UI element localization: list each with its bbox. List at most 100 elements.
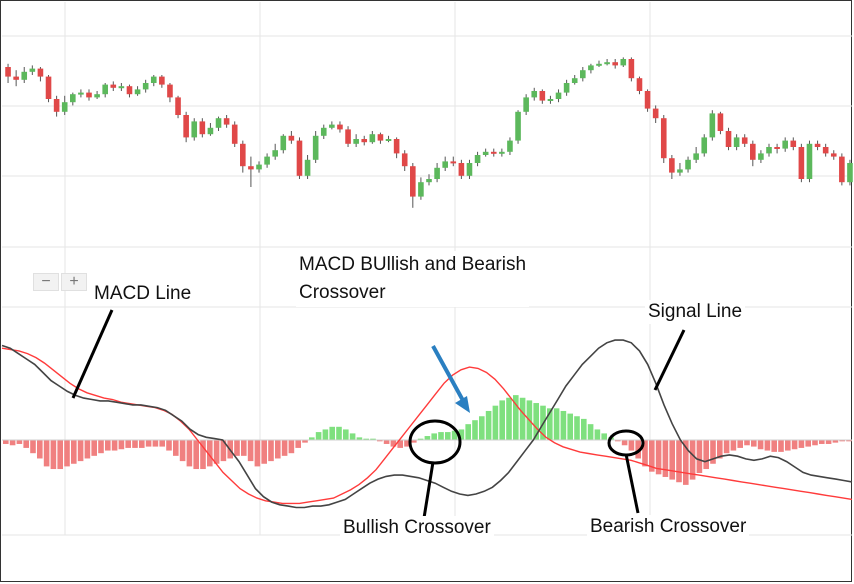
candle-body	[555, 92, 562, 99]
histogram-bar	[839, 440, 845, 442]
candle-body	[709, 113, 716, 138]
histogram-bar	[642, 440, 648, 467]
histogram-bar	[723, 440, 730, 454]
histogram-bar	[846, 440, 852, 442]
histogram-bar	[431, 433, 437, 440]
candle-body	[53, 99, 60, 112]
histogram-bar	[3, 440, 9, 444]
histogram-bar	[472, 420, 478, 440]
histogram-bar	[132, 440, 138, 448]
candle-body	[377, 134, 384, 141]
histogram-bar	[737, 440, 743, 448]
candle-body	[717, 113, 724, 131]
histogram-bar	[302, 440, 308, 443]
histogram-bar	[601, 433, 607, 440]
histogram-bar	[417, 438, 424, 440]
histogram-bar	[336, 426, 342, 440]
histogram-bar	[98, 440, 104, 454]
histogram-bar	[683, 440, 689, 485]
candle-body	[126, 86, 133, 95]
candle-body	[183, 115, 189, 138]
histogram-bar	[791, 440, 798, 450]
histogram-bar	[669, 440, 675, 480]
candle-body	[240, 143, 246, 167]
histogram-bar	[23, 440, 29, 448]
candle-body	[223, 118, 230, 125]
candle-body	[337, 124, 343, 130]
candle-body	[733, 137, 740, 147]
histogram-bar	[730, 440, 737, 451]
candle-body	[847, 163, 853, 183]
candle-body	[669, 158, 675, 173]
histogram-bar	[370, 438, 376, 440]
histogram-bar	[662, 440, 669, 477]
histogram-bar	[322, 429, 329, 440]
histogram-bar	[275, 440, 281, 459]
histogram-bar	[710, 440, 716, 464]
histogram-bar	[9, 440, 16, 446]
candle-body	[320, 127, 327, 136]
candle-body	[167, 84, 173, 98]
histogram-bar	[16, 440, 23, 444]
candle-body	[507, 140, 513, 152]
zoom-controls: − +	[33, 273, 87, 291]
candle-body	[215, 118, 222, 128]
crossover-arrow	[431, 345, 468, 407]
candle-body	[766, 147, 772, 154]
candle-body	[159, 76, 165, 85]
candle-body	[385, 139, 392, 141]
histogram-bar	[145, 440, 152, 447]
candle-body	[5, 67, 11, 77]
candle-body	[256, 164, 262, 170]
candle-body	[361, 139, 368, 143]
candle-body	[312, 135, 319, 160]
histogram-bar	[159, 440, 165, 447]
histogram-bar	[343, 429, 349, 440]
candle-body	[814, 143, 821, 147]
histogram-bar	[744, 440, 750, 446]
histogram-bar	[411, 440, 417, 443]
histogram-bar	[166, 440, 172, 451]
candle-body	[458, 163, 465, 176]
candle-body	[410, 166, 416, 197]
histogram-bar	[424, 436, 431, 440]
histogram-bar	[771, 440, 777, 452]
histogram-bar	[383, 440, 390, 444]
histogram-bar	[179, 440, 186, 462]
candle-body	[563, 83, 570, 93]
histogram-bar	[451, 430, 458, 440]
candle-body	[231, 124, 238, 144]
histogram-bar	[513, 395, 519, 440]
histogram-bar	[241, 440, 247, 456]
candle-body	[636, 78, 643, 91]
histogram-bar	[111, 440, 118, 451]
candle-body	[450, 161, 457, 164]
candle-body	[442, 161, 448, 168]
candlestick-series	[5, 57, 853, 208]
histogram-bar	[751, 440, 757, 447]
candle-body	[102, 84, 108, 95]
candle-body	[401, 153, 408, 167]
candle-body	[774, 147, 780, 149]
candle-body	[191, 121, 198, 138]
histogram-bar	[91, 440, 97, 456]
signal-line-label: Signal Line	[645, 300, 746, 324]
histogram-bar	[309, 437, 315, 440]
candle-body	[499, 151, 505, 154]
candle-body	[523, 97, 529, 112]
histogram-bar	[485, 410, 492, 440]
histogram-bar	[533, 403, 539, 440]
candle-body	[280, 135, 287, 151]
histogram-bar	[84, 440, 91, 459]
histogram-bar	[152, 440, 159, 447]
annotation-shapes	[71, 309, 686, 519]
histogram-bar	[254, 440, 261, 467]
bullish-crossover-circle	[408, 419, 462, 465]
zoom-out-button[interactable]: −	[33, 273, 59, 291]
histogram-bar	[676, 440, 682, 483]
candle-body	[839, 156, 845, 183]
candle-body	[353, 139, 359, 144]
histogram-bar	[764, 440, 771, 451]
zoom-in-button[interactable]: +	[61, 273, 87, 291]
candle-body	[725, 131, 732, 147]
